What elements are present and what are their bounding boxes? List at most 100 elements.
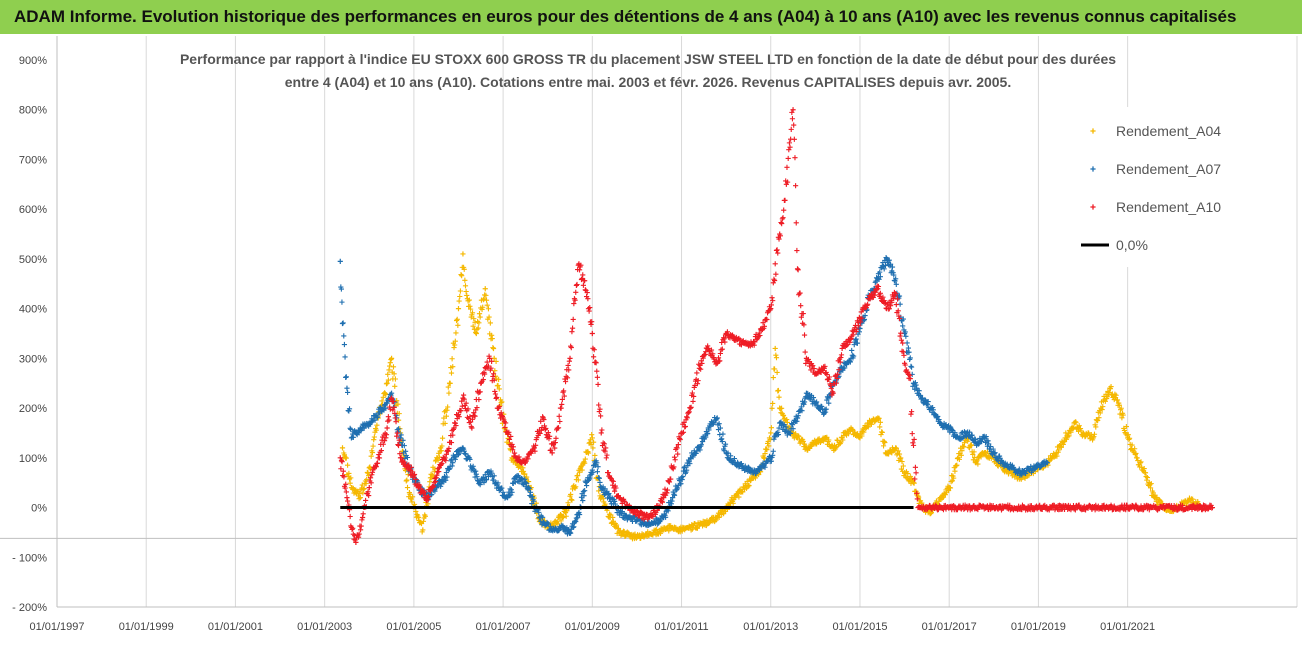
data-point — [361, 485, 367, 492]
data-point — [496, 376, 502, 382]
data-point — [1096, 415, 1102, 421]
data-point — [728, 453, 734, 459]
data-point — [455, 306, 462, 312]
data-point — [768, 430, 774, 436]
data-point — [425, 497, 431, 503]
data-point — [692, 521, 698, 527]
data-point — [828, 385, 834, 391]
data-point — [445, 384, 451, 390]
data-point — [476, 396, 482, 403]
data-point — [745, 464, 752, 470]
data-point — [610, 482, 616, 488]
data-point — [370, 443, 376, 449]
data-point — [803, 360, 809, 367]
data-point — [569, 329, 575, 335]
data-point — [688, 404, 694, 410]
data-point — [385, 371, 391, 377]
data-point — [348, 475, 354, 481]
data-point — [922, 397, 928, 403]
data-point — [945, 487, 952, 494]
data-point — [872, 279, 878, 285]
data-point — [983, 434, 989, 440]
data-point — [901, 352, 907, 358]
data-point — [1097, 410, 1103, 416]
data-point — [386, 367, 392, 373]
data-point — [432, 488, 438, 494]
x-axis-ticks: 01/01/1997 01/01/1999 01/01/2001 01/01/2003… — [29, 621, 1155, 633]
data-point — [1077, 425, 1084, 432]
data-point — [450, 364, 456, 370]
data-point — [383, 435, 389, 441]
data-point — [586, 308, 592, 314]
data-point — [836, 367, 842, 373]
data-point — [543, 425, 549, 432]
data-point — [914, 490, 920, 496]
y-axis-ticks: 900% 800% 700% 600% 500% 400% 300% 200% 100% 0% - … — [12, 55, 47, 614]
data-point — [678, 481, 684, 487]
data-point — [338, 286, 344, 292]
data-point — [881, 266, 887, 272]
data-point — [787, 430, 794, 437]
y-tick-label: 400% — [19, 304, 47, 316]
data-point — [1068, 429, 1074, 435]
data-point — [408, 464, 414, 470]
data-point — [1022, 475, 1028, 481]
data-point — [612, 498, 618, 505]
data-point — [366, 492, 372, 499]
data-point — [453, 317, 460, 324]
data-point — [719, 346, 725, 352]
data-point — [684, 414, 690, 420]
data-point — [895, 448, 901, 454]
data-point — [568, 491, 574, 498]
data-point — [582, 278, 588, 284]
data-point — [969, 432, 975, 438]
report-banner: ADAM Informe. Evolution historique des p… — [0, 0, 1302, 34]
data-point — [839, 345, 845, 352]
data-point — [383, 405, 389, 411]
data-point — [563, 513, 569, 519]
data-point — [337, 455, 343, 461]
data-point — [835, 371, 841, 377]
data-point — [947, 485, 954, 491]
data-point — [780, 412, 787, 419]
data-point — [591, 347, 597, 353]
data-point — [706, 427, 712, 433]
data-point — [480, 304, 486, 310]
data-point — [801, 322, 807, 328]
data-point — [463, 288, 469, 295]
data-point — [671, 464, 677, 470]
data-point — [567, 355, 573, 361]
data-point — [882, 262, 889, 269]
data-point — [898, 337, 904, 343]
data-point — [462, 283, 469, 289]
data-point — [484, 359, 490, 365]
data-point — [398, 455, 404, 461]
data-point — [340, 320, 346, 326]
data-point — [679, 476, 685, 483]
data-point — [404, 484, 411, 491]
data-point — [482, 371, 488, 377]
data-point — [1093, 424, 1099, 430]
data-point — [1106, 389, 1112, 396]
data-point — [344, 385, 350, 391]
data-point — [510, 447, 516, 453]
data-point — [460, 251, 466, 257]
data-point — [902, 362, 908, 368]
data-point — [439, 443, 445, 449]
data-point — [604, 452, 610, 458]
data-point — [462, 450, 468, 457]
data-point — [674, 445, 680, 451]
data-point — [790, 426, 796, 432]
data-point — [570, 524, 576, 530]
data-point — [907, 372, 913, 378]
data-point — [360, 490, 366, 496]
y-tick-label: - 200% — [12, 602, 47, 614]
data-point — [459, 403, 465, 409]
data-point — [715, 355, 722, 361]
data-point — [391, 404, 397, 411]
data-point — [774, 247, 780, 253]
data-point — [1011, 466, 1017, 472]
data-point — [582, 488, 588, 494]
data-point — [588, 321, 594, 328]
data-point — [771, 366, 778, 372]
